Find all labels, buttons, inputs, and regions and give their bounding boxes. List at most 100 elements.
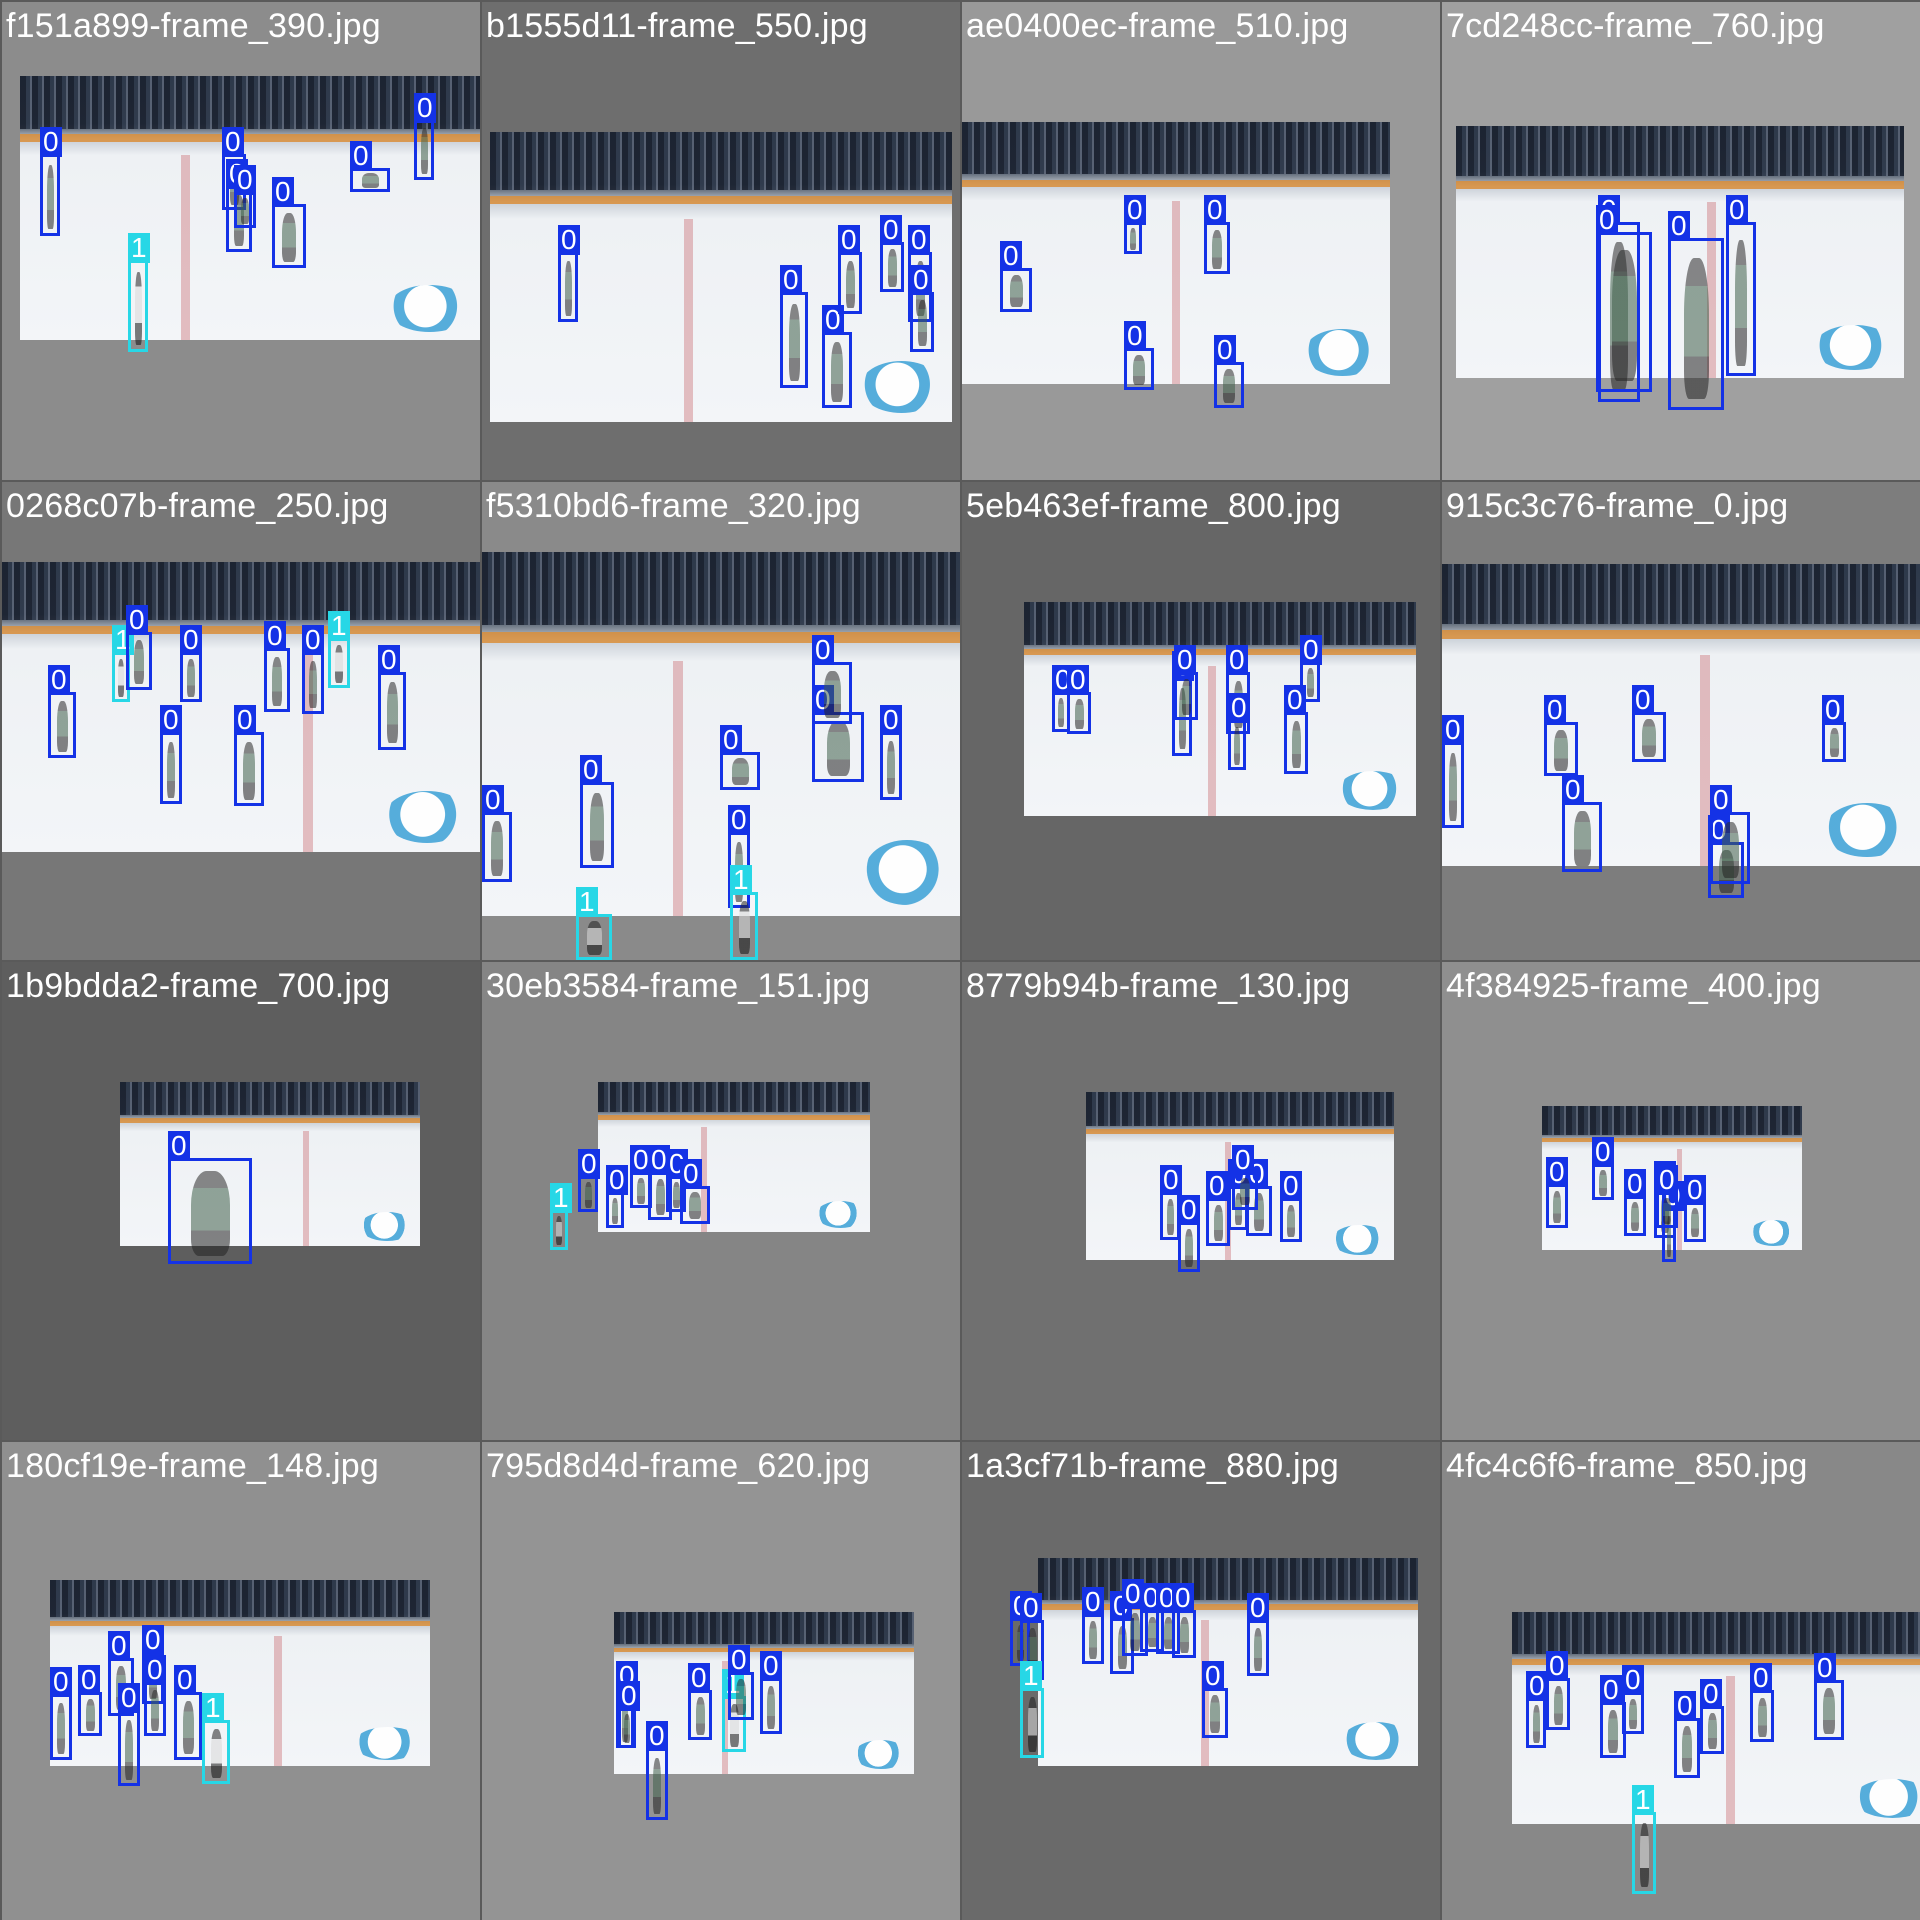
detection-box: 0 bbox=[378, 645, 406, 750]
detection-class-label: 1 bbox=[328, 611, 350, 641]
detection-class-label: 0 bbox=[1526, 1671, 1548, 1701]
detection-class-label: 0 bbox=[48, 665, 70, 695]
channel-logo-icon bbox=[815, 1200, 865, 1228]
mosaic-tile: b1555d11-frame_550.jpg 0 0 0 0 0 0 0 bbox=[482, 2, 960, 480]
detection-class-label: 0 bbox=[168, 1131, 190, 1161]
detection-box: 0 bbox=[1172, 1583, 1196, 1658]
detection-box: 1 bbox=[730, 865, 758, 960]
detection-box: 0 bbox=[1700, 1679, 1724, 1754]
detection-class-label: 0 bbox=[780, 265, 802, 295]
detection-class-label: 0 bbox=[720, 725, 742, 755]
detection-box: 0 bbox=[126, 605, 152, 690]
channel-logo-icon bbox=[360, 1211, 414, 1242]
mosaic-tile: 795d8d4d-frame_620.jpg 0 0 1 0 0 0 0 bbox=[482, 1442, 960, 1920]
detection-box: 0 bbox=[118, 1683, 140, 1786]
detection-class-label: 0 bbox=[1624, 1169, 1646, 1199]
detection-box: 0 bbox=[760, 1651, 782, 1734]
detection-box: 1 bbox=[550, 1183, 572, 1250]
detection-class-label: 1 bbox=[1632, 1785, 1654, 1815]
detection-class-label: 0 bbox=[142, 1625, 164, 1655]
detection-class-label: 0 bbox=[1226, 645, 1248, 675]
detection-box: 0 bbox=[1174, 645, 1198, 720]
detection-box: 0 bbox=[822, 305, 852, 408]
detection-class-label: 0 bbox=[1592, 1137, 1614, 1167]
detection-class-label: 0 bbox=[1020, 1593, 1042, 1623]
detection-class-label: 0 bbox=[680, 1159, 702, 1189]
detection-class-label: 0 bbox=[1284, 685, 1306, 715]
detection-class-label: 0 bbox=[1300, 635, 1322, 665]
mosaic-tile: 4fc4c6f6-frame_850.jpg 0 0 0 0 0 0 0 0 1 bbox=[1442, 1442, 1920, 1920]
detection-box: 0 bbox=[180, 625, 202, 702]
detection-class-label: 0 bbox=[1814, 1653, 1836, 1683]
detection-box: 0 bbox=[1674, 1691, 1700, 1778]
detection-box: 0 bbox=[1232, 1145, 1258, 1210]
detection-class-label: 0 bbox=[78, 1665, 100, 1695]
channel-logo-icon bbox=[1337, 771, 1409, 810]
detection-box: 0 bbox=[880, 215, 904, 292]
detection-class-label: 0 bbox=[1726, 195, 1748, 225]
detection-class-label: 0 bbox=[760, 1651, 782, 1681]
tile-filename: 4fc4c6f6-frame_850.jpg bbox=[1446, 1447, 1808, 1485]
channel-logo-icon bbox=[1750, 1219, 1797, 1246]
mosaic-tile: ae0400ec-frame_510.jpg 0 0 0 0 0 bbox=[962, 2, 1440, 480]
detection-box: 1 bbox=[1632, 1785, 1656, 1894]
detection-class-label: 0 bbox=[1067, 665, 1089, 695]
detection-box: 0 bbox=[838, 225, 862, 314]
detection-box: 0 bbox=[1656, 1165, 1678, 1228]
detection-class-label: 0 bbox=[606, 1165, 628, 1195]
detection-class-label: 0 bbox=[1174, 645, 1196, 675]
detection-box: 0 bbox=[1750, 1663, 1774, 1742]
detection-class-label: 0 bbox=[1000, 241, 1022, 271]
detection-class-label: 0 bbox=[234, 165, 256, 195]
detection-class-label: 0 bbox=[688, 1663, 710, 1693]
detection-class-label: 0 bbox=[1546, 1651, 1568, 1681]
detection-class-label: 0 bbox=[414, 93, 436, 123]
detection-class-label: 0 bbox=[1178, 1195, 1200, 1225]
tile-filename: f151a899-frame_390.jpg bbox=[6, 7, 381, 45]
hockey-frame-image bbox=[614, 1612, 914, 1774]
tile-filename: 1b9bdda2-frame_700.jpg bbox=[6, 967, 391, 1005]
channel-logo-icon bbox=[1814, 325, 1896, 371]
detection-box: 0 bbox=[880, 705, 902, 800]
detection-class-label: 0 bbox=[1668, 211, 1690, 241]
detection-box: 1 bbox=[1020, 1661, 1044, 1758]
detection-class-label: 0 bbox=[1700, 1679, 1722, 1709]
detection-box: 0 bbox=[1178, 1195, 1200, 1272]
hockey-frame-image bbox=[1024, 602, 1416, 816]
detection-class-label: 0 bbox=[630, 1145, 652, 1175]
detection-class-label: 0 bbox=[160, 705, 182, 735]
detection-class-label: 0 bbox=[910, 265, 932, 295]
tile-filename: 180cf19e-frame_148.jpg bbox=[6, 1447, 379, 1485]
channel-logo-icon bbox=[1854, 1779, 1920, 1818]
detection-class-label: 0 bbox=[50, 1667, 72, 1697]
detection-box: 0 bbox=[1202, 1661, 1228, 1738]
detection-class-label: 1 bbox=[1020, 1661, 1042, 1691]
detection-box: 0 bbox=[1204, 195, 1230, 274]
detection-class-label: 0 bbox=[482, 785, 504, 815]
detection-box: 0 bbox=[160, 705, 182, 804]
tile-filename: 30eb3584-frame_151.jpg bbox=[486, 967, 871, 1005]
tile-filename: 795d8d4d-frame_620.jpg bbox=[486, 1447, 871, 1485]
detection-class-label: 0 bbox=[378, 645, 400, 675]
detection-class-label: 0 bbox=[1596, 205, 1618, 235]
channel-logo-icon bbox=[1304, 328, 1382, 377]
detection-class-label: 0 bbox=[174, 1665, 196, 1695]
detection-class-label: 0 bbox=[908, 225, 930, 255]
detection-box: 0 bbox=[414, 93, 436, 180]
detection-class-label: 0 bbox=[1082, 1587, 1104, 1617]
detection-class-label: 0 bbox=[1280, 1171, 1302, 1201]
detection-box: 0 bbox=[1668, 211, 1724, 410]
detection-box: 0 bbox=[1632, 685, 1666, 762]
detection-class-label: 0 bbox=[40, 127, 62, 157]
detection-class-label: 0 bbox=[1232, 1145, 1254, 1175]
detection-box: 0 bbox=[1546, 1651, 1570, 1730]
detection-box: 0 bbox=[1622, 1665, 1644, 1734]
detection-class-label: 0 bbox=[618, 1681, 640, 1711]
detection-class-label: 0 bbox=[812, 635, 834, 665]
detection-box: 0 bbox=[688, 1663, 712, 1740]
detection-box: 0 bbox=[1544, 695, 1578, 776]
detection-class-label: 0 bbox=[1684, 1175, 1706, 1205]
detection-class-label: 0 bbox=[1160, 1165, 1182, 1195]
tile-filename: 7cd248cc-frame_760.jpg bbox=[1446, 7, 1825, 45]
detection-box: 0 bbox=[580, 755, 614, 868]
